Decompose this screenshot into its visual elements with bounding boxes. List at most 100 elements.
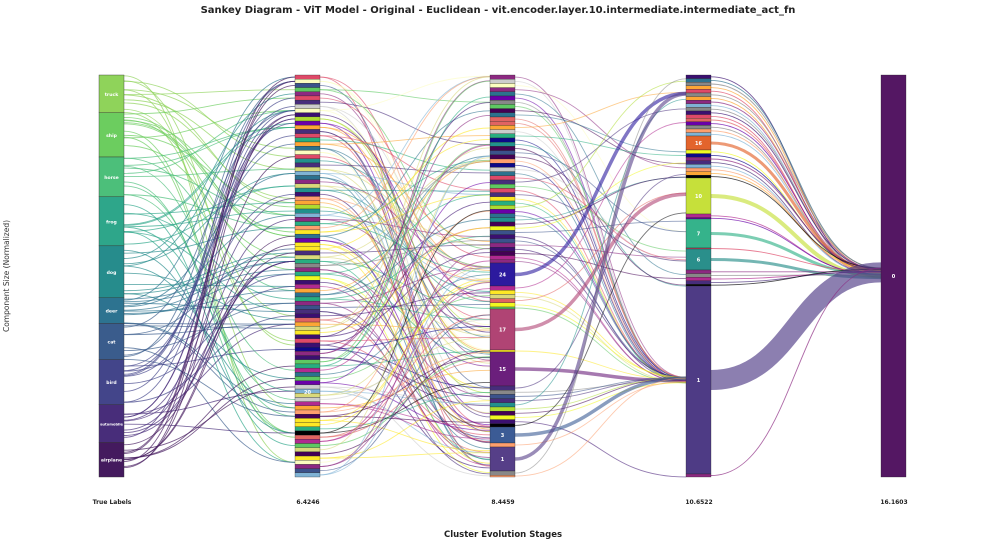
- cluster-node[interactable]: [295, 243, 320, 247]
- cluster-node[interactable]: [686, 157, 711, 161]
- cluster-node[interactable]: [490, 251, 515, 255]
- cluster-node[interactable]: [295, 280, 320, 284]
- cluster-node[interactable]: [490, 176, 515, 180]
- cluster-node[interactable]: [490, 350, 515, 352]
- cluster-node[interactable]: [295, 234, 320, 238]
- cluster-node[interactable]: [295, 96, 320, 100]
- cluster-node[interactable]: [295, 188, 320, 192]
- cluster-node[interactable]: [490, 399, 515, 403]
- cluster-node[interactable]: [686, 97, 711, 101]
- cluster-node[interactable]: [295, 142, 320, 146]
- cluster-node[interactable]: [295, 435, 320, 439]
- cluster-node[interactable]: [490, 125, 515, 129]
- cluster-node[interactable]: [490, 415, 515, 419]
- cluster-node[interactable]: [490, 222, 515, 226]
- cluster-node[interactable]: [686, 274, 711, 278]
- cluster-node[interactable]: [295, 272, 320, 276]
- cluster-node[interactable]: [295, 75, 320, 79]
- cluster-node[interactable]: [295, 310, 320, 314]
- cluster-node[interactable]: [490, 79, 515, 83]
- cluster-node[interactable]: [490, 88, 515, 92]
- cluster-node[interactable]: [295, 83, 320, 87]
- cluster-node[interactable]: [686, 172, 711, 176]
- cluster-node[interactable]: [490, 390, 515, 394]
- cluster-node[interactable]: [490, 209, 515, 213]
- cluster-node[interactable]: [295, 217, 320, 221]
- cluster-node[interactable]: [295, 423, 320, 427]
- cluster-node[interactable]: [686, 277, 711, 281]
- cluster-node[interactable]: [295, 343, 320, 347]
- cluster-node[interactable]: [490, 83, 515, 87]
- cluster-node[interactable]: [295, 150, 320, 154]
- cluster-node[interactable]: [295, 209, 320, 213]
- cluster-node[interactable]: [295, 247, 320, 251]
- cluster-node[interactable]: [295, 439, 320, 443]
- cluster-node[interactable]: [295, 184, 320, 188]
- cluster-node[interactable]: [295, 138, 320, 142]
- cluster-node[interactable]: [686, 270, 711, 274]
- cluster-node[interactable]: [295, 104, 320, 108]
- cluster-node[interactable]: [295, 448, 320, 452]
- cluster-node[interactable]: [686, 115, 711, 119]
- cluster-node[interactable]: [686, 133, 711, 136]
- cluster-node[interactable]: [295, 284, 320, 288]
- cluster-node[interactable]: [295, 117, 320, 121]
- cluster-node[interactable]: [295, 377, 320, 381]
- cluster-node[interactable]: [490, 407, 515, 411]
- cluster-node[interactable]: [295, 402, 320, 406]
- cluster-node[interactable]: [295, 180, 320, 184]
- cluster-node[interactable]: [686, 281, 711, 285]
- cluster-node[interactable]: [295, 314, 320, 318]
- cluster-node[interactable]: [686, 474, 711, 477]
- cluster-node[interactable]: [686, 75, 711, 79]
- cluster-node[interactable]: [295, 385, 320, 389]
- cluster-node[interactable]: [686, 168, 711, 172]
- cluster-node[interactable]: [490, 394, 515, 398]
- cluster-node[interactable]: [490, 193, 515, 197]
- cluster-node[interactable]: [295, 134, 320, 138]
- cluster-node[interactable]: [490, 180, 515, 184]
- cluster-node[interactable]: [490, 113, 515, 117]
- cluster-node[interactable]: [295, 113, 320, 117]
- cluster-node[interactable]: [490, 75, 515, 79]
- cluster-node[interactable]: [490, 247, 515, 251]
- cluster-node[interactable]: [490, 307, 515, 309]
- cluster-node[interactable]: [686, 79, 711, 83]
- cluster-node[interactable]: [490, 96, 515, 100]
- cluster-node[interactable]: [490, 109, 515, 113]
- cluster-node[interactable]: [490, 121, 515, 125]
- cluster-node[interactable]: [295, 444, 320, 448]
- cluster-node[interactable]: [490, 294, 515, 298]
- cluster-node[interactable]: [490, 159, 515, 163]
- cluster-node[interactable]: [686, 284, 711, 286]
- cluster-node[interactable]: [490, 155, 515, 159]
- cluster-node[interactable]: [295, 230, 320, 234]
- cluster-node[interactable]: [295, 347, 320, 351]
- cluster-node[interactable]: [295, 414, 320, 418]
- cluster-node[interactable]: [490, 163, 515, 167]
- cluster-node[interactable]: [295, 381, 320, 385]
- cluster-node[interactable]: [686, 164, 711, 168]
- cluster-node[interactable]: [490, 151, 515, 155]
- cluster-node[interactable]: [686, 93, 711, 97]
- cluster-node[interactable]: [490, 130, 515, 134]
- cluster-node[interactable]: [295, 129, 320, 133]
- cluster-node[interactable]: [686, 125, 711, 129]
- cluster-node[interactable]: [490, 218, 515, 222]
- cluster-node[interactable]: [295, 289, 320, 293]
- cluster-node[interactable]: [295, 205, 320, 209]
- cluster-node[interactable]: [490, 303, 515, 307]
- cluster-node[interactable]: [686, 104, 711, 108]
- cluster-node[interactable]: [490, 290, 515, 294]
- cluster-node[interactable]: [686, 86, 711, 90]
- cluster-node[interactable]: [295, 125, 320, 129]
- cluster-node[interactable]: [295, 276, 320, 280]
- cluster-node[interactable]: [490, 403, 515, 407]
- cluster-node[interactable]: [295, 293, 320, 297]
- cluster-node[interactable]: [295, 427, 320, 431]
- cluster-node[interactable]: [686, 111, 711, 115]
- cluster-node[interactable]: [490, 226, 515, 230]
- cluster-node[interactable]: [295, 176, 320, 180]
- cluster-node[interactable]: [686, 161, 711, 165]
- cluster-node[interactable]: [490, 420, 515, 424]
